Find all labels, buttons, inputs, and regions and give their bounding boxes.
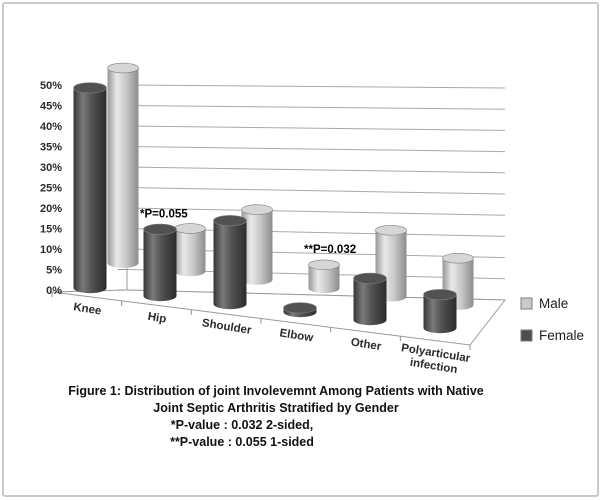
caption-title-line-1: Figure 1: Distribution of joint Involeve…	[68, 384, 484, 398]
series-female	[73, 82, 457, 334]
legend-swatch-female	[520, 329, 533, 342]
legend-label-female: Female	[539, 328, 584, 343]
y-axis-label: 10%	[40, 244, 62, 256]
category-label: Hip	[147, 311, 167, 326]
bar-female-elbow	[283, 302, 317, 318]
legend-item-female: Female	[520, 328, 584, 343]
bar-male-knee	[107, 62, 139, 268]
bar-female-polyarticular	[423, 289, 457, 334]
legend-label-male: Male	[539, 296, 568, 311]
y-axis-label: 35%	[40, 142, 62, 154]
y-axis-label: 0%	[46, 285, 62, 297]
caption-title-line-2: Joint Septic Arthritis Stratified by Gen…	[153, 401, 399, 415]
y-axis-label: 50%	[40, 80, 62, 92]
bar-female-knee	[73, 82, 107, 294]
bar-female-hip	[143, 223, 177, 302]
legend: Male Female	[520, 296, 584, 343]
pvalue-annotation: *P=0.055	[140, 208, 188, 220]
category-label: Knee	[72, 301, 102, 317]
category-label: Elbow	[279, 327, 314, 344]
legend-swatch-male	[520, 297, 533, 310]
y-axis-label: 45%	[40, 101, 62, 113]
caption-pvalue-line-2: **P-value : 0.055 1-sided	[170, 435, 314, 449]
bar-male-shoulder	[241, 204, 273, 285]
legend-item-male: Male	[520, 296, 568, 311]
y-axis-label: 40%	[40, 121, 62, 133]
category-label: Polyarticularinfection	[398, 342, 471, 378]
y-axis-label: 5%	[46, 265, 62, 277]
category-label: Other	[350, 336, 383, 353]
bar-female-other	[353, 272, 387, 326]
figure-caption: Figure 1: Distribution of joint Involeve…	[0, 383, 552, 451]
y-axis-label: 30%	[40, 162, 62, 174]
y-axis-label: 20%	[40, 203, 62, 215]
category-label: Shoulder	[201, 317, 253, 337]
y-axis-labels: 0% 5% 10% 15% 20% 25% 30% 35% 40% 45% 50%	[40, 80, 62, 297]
chart-canvas: *P=0.055 **P=0.032 0% 5% 10% 15% 20% 25% 30% 35% 4…	[40, 62, 584, 378]
bar-male-hip	[174, 223, 206, 277]
y-axis-label: 25%	[40, 183, 62, 195]
pvalue-annotation: **P=0.032	[304, 244, 356, 256]
bar-female-shoulder	[213, 215, 247, 310]
caption-pvalue-line-1: *P-value : 0.032 2-sided,	[170, 418, 314, 432]
y-axis-label: 15%	[40, 224, 62, 236]
bar-male-elbow	[308, 259, 340, 294]
